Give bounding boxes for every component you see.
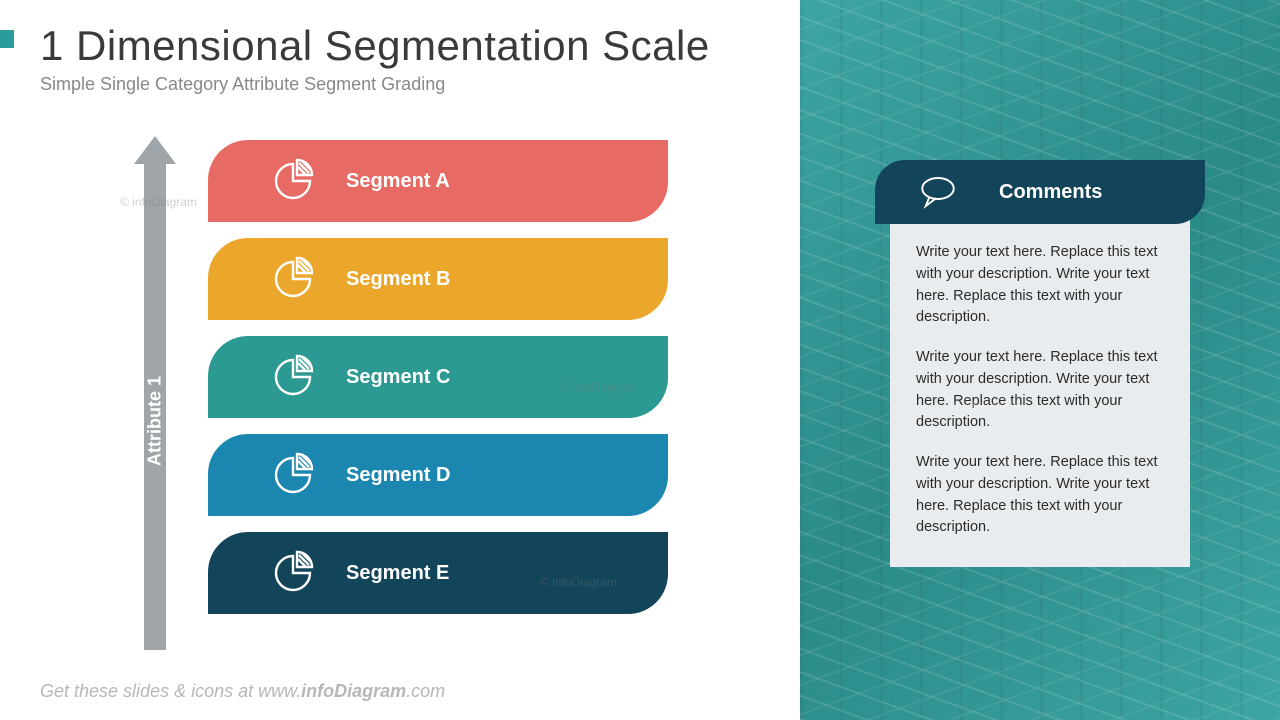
attribute-arrow: Attribute 1 bbox=[130, 140, 180, 650]
footer-suffix: .com bbox=[406, 681, 445, 701]
pie-chart-icon bbox=[268, 548, 318, 598]
pie-chart-icon bbox=[268, 450, 318, 500]
segment-bar: Segment E bbox=[208, 532, 668, 614]
comments-panel: Comments Write your text here. Replace t… bbox=[875, 160, 1205, 567]
segment-label: Segment C bbox=[346, 366, 450, 389]
segment-label: Segment E bbox=[346, 562, 449, 585]
footer-attribution: Get these slides & icons at www.infoDiag… bbox=[40, 681, 445, 702]
segment-label: Segment B bbox=[346, 268, 450, 291]
footer-prefix: Get these slides & icons at www. bbox=[40, 681, 301, 701]
segment-label: Segment D bbox=[346, 464, 450, 487]
footer-bold: infoDiagram bbox=[301, 681, 406, 701]
segment-bar: Segment B bbox=[208, 238, 668, 320]
pie-chart-icon bbox=[268, 352, 318, 402]
segment-bar: Segment C bbox=[208, 336, 668, 418]
comments-body: Write your text here. Replace this text … bbox=[890, 202, 1190, 567]
comments-paragraph: Write your text here. Replace this text … bbox=[916, 242, 1164, 329]
segment-list: Segment A Segment B Segment C bbox=[208, 140, 668, 614]
pie-chart-icon bbox=[268, 254, 318, 304]
speech-bubble-icon bbox=[917, 171, 959, 213]
segment-bar: Segment A bbox=[208, 140, 668, 222]
comments-header: Comments bbox=[875, 160, 1205, 224]
segment-label: Segment A bbox=[346, 170, 450, 193]
right-photo-panel: Comments Write your text here. Replace t… bbox=[800, 0, 1280, 720]
arrow-label: Attribute 1 bbox=[145, 376, 166, 466]
comments-paragraph: Write your text here. Replace this text … bbox=[916, 347, 1164, 434]
edge-accent bbox=[0, 30, 14, 48]
pie-chart-icon bbox=[268, 156, 318, 206]
comments-paragraph: Write your text here. Replace this text … bbox=[916, 452, 1164, 539]
comments-title: Comments bbox=[999, 181, 1102, 204]
diagram-area: Attribute 1 Segment A Segment B bbox=[130, 140, 668, 650]
segment-bar: Segment D bbox=[208, 434, 668, 516]
